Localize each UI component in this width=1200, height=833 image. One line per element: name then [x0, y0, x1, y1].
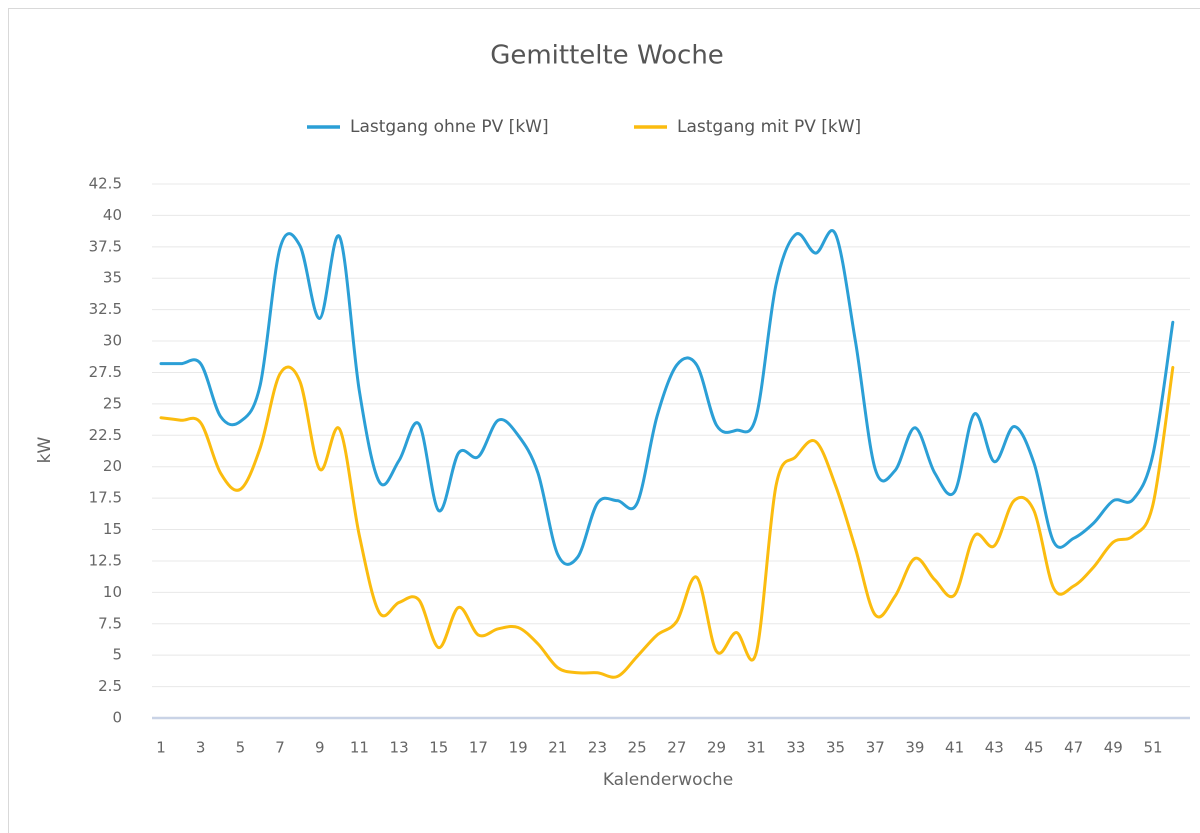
- y-tick-label: 40: [103, 206, 122, 224]
- x-tick-label: 31: [747, 739, 766, 757]
- x-axis-title: Kalenderwoche: [603, 770, 733, 790]
- x-tick-label: 41: [945, 739, 964, 757]
- x-tick-label: 27: [667, 739, 686, 757]
- x-tick-label: 25: [628, 739, 647, 757]
- y-tick-label: 35: [103, 269, 122, 287]
- y-tick-label: 42.5: [89, 175, 122, 193]
- legend-label: Lastgang mit PV [kW]: [677, 117, 861, 137]
- x-tick-label: 9: [315, 739, 325, 757]
- x-tick-label: 13: [390, 739, 409, 757]
- y-tick-label: 22.5: [89, 426, 122, 444]
- x-tick-label: 15: [429, 739, 448, 757]
- x-tick-label: 33: [786, 739, 805, 757]
- y-tick-label: 12.5: [89, 551, 122, 569]
- x-tick-label: 1: [156, 739, 166, 757]
- x-tick-label: 17: [469, 739, 488, 757]
- x-tick-label: 47: [1064, 739, 1083, 757]
- y-tick-label: 10: [103, 583, 122, 601]
- y-tick-label: 25: [103, 394, 122, 412]
- y-tick-label: 20: [103, 457, 122, 475]
- x-tick-label: 51: [1143, 739, 1162, 757]
- x-tick-label: 21: [548, 739, 567, 757]
- x-tick-label: 49: [1104, 739, 1123, 757]
- legend: Lastgang ohne PV [kW] Lastgang mit PV [kW…: [307, 117, 861, 137]
- x-tick-label: 35: [826, 739, 845, 757]
- x-tick-label: 11: [350, 739, 369, 757]
- x-tick-label: 39: [905, 739, 924, 757]
- x-tick-label: 3: [196, 739, 206, 757]
- y-tick-label: 15: [103, 520, 122, 538]
- x-tick-label: 37: [866, 739, 885, 757]
- y-tick-label: 37.5: [89, 237, 122, 255]
- x-tick-label: 5: [236, 739, 246, 757]
- y-tick-label: 5: [112, 646, 122, 664]
- line-series: [159, 229, 1175, 566]
- x-tick-label: 29: [707, 739, 726, 757]
- chart-frame: [8, 8, 1200, 833]
- y-tick-label: 0: [112, 709, 122, 727]
- x-tick-label: 23: [588, 739, 607, 757]
- x-tick-label: 19: [509, 739, 528, 757]
- chart-title: Gemittelte Woche: [490, 41, 724, 71]
- y-tick-label: 30: [103, 332, 122, 350]
- x-tick-label: 43: [985, 739, 1004, 757]
- legend-label: Lastgang ohne PV [kW]: [350, 117, 549, 137]
- x-tick-label: 7: [275, 739, 285, 757]
- grid: 02.557.51012.51517.52022.52527.53032.535…: [89, 175, 1190, 757]
- y-tick-label: 32.5: [89, 300, 122, 318]
- x-tick-label: 45: [1024, 739, 1043, 757]
- y-tick-label: 27.5: [89, 363, 122, 381]
- y-axis-title: kW: [35, 436, 55, 463]
- y-tick-label: 2.5: [98, 677, 122, 695]
- plot: [159, 229, 1175, 679]
- y-tick-label: 17.5: [89, 489, 122, 507]
- line-series: [159, 365, 1175, 679]
- y-tick-label: 7.5: [98, 614, 122, 632]
